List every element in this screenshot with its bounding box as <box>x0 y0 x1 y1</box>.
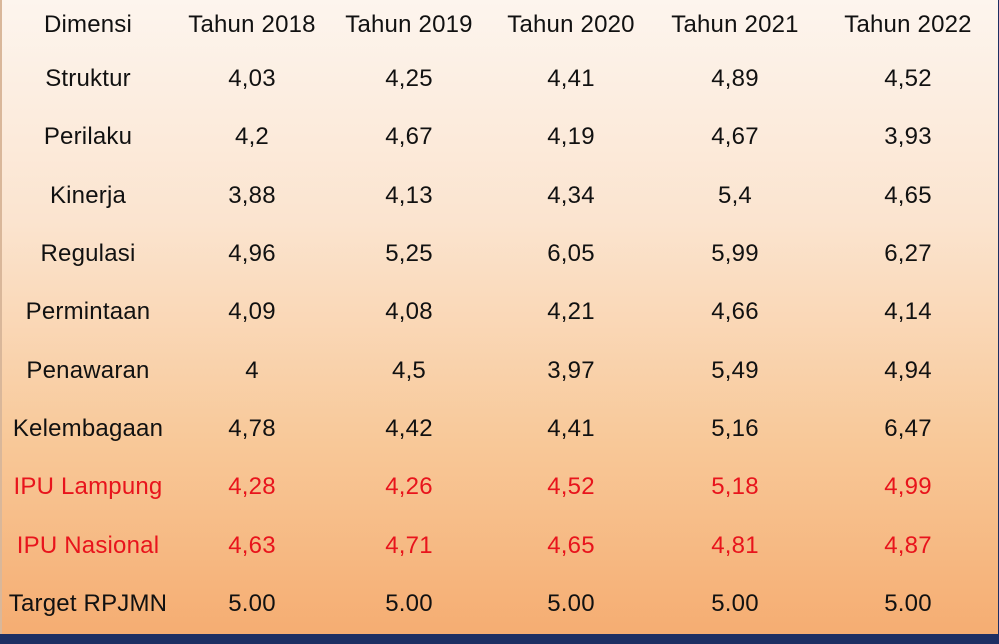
cell-value: 4,96 <box>228 240 276 268</box>
cell-value: 4,41 <box>547 414 595 442</box>
cell-value: 4,87 <box>884 531 932 559</box>
cell-value: 4,99 <box>884 473 932 501</box>
cell-value: 5.00 <box>547 589 595 617</box>
cell-value: 3,97 <box>547 356 595 384</box>
table-row: Perilaku 4,2 4,67 4,19 4,67 3,93 <box>2 108 999 166</box>
header-tahun-2020: Tahun 2020 <box>507 11 635 38</box>
header-row: Dimensi Tahun 2018 Tahun 2019 Tahun 2020… <box>2 0 999 50</box>
cell-value: 4,21 <box>547 298 595 326</box>
row-label: Perilaku <box>43 123 133 151</box>
cell-value: 5,4 <box>718 181 752 209</box>
cell-value: 4,66 <box>711 298 759 326</box>
header-tahun-2022: Tahun 2022 <box>844 11 972 38</box>
row-label: Permintaan <box>25 298 151 326</box>
row-label: Struktur <box>45 65 131 93</box>
row-label: Penawaran <box>26 356 150 384</box>
cell-value: 4,25 <box>385 65 433 93</box>
cell-value: 3,93 <box>884 123 932 151</box>
cell-value: 6,05 <box>547 240 595 268</box>
table-row: Kelembagaan 4,78 4,42 4,41 5,16 6,47 <box>2 400 999 458</box>
table-row: Regulasi 4,96 5,25 6,05 5,99 6,27 <box>2 225 999 283</box>
cell-value: 4,71 <box>385 531 433 559</box>
cell-value: 4,67 <box>711 123 759 151</box>
row-label: Regulasi <box>40 240 136 268</box>
table-row: Penawaran 4 4,5 3,97 5,49 4,94 <box>2 341 999 399</box>
cell-value: 4,52 <box>547 473 595 501</box>
cell-value: 4,19 <box>547 123 595 151</box>
cell-value: 4,42 <box>385 414 433 442</box>
cell-value: 4,03 <box>228 65 276 93</box>
table-row-target-rpjmn: Target RPJMN 5.00 5.00 5.00 5.00 5.00 <box>2 575 999 633</box>
table-row-ipu-lampung: IPU Lampung 4,28 4,26 4,52 5,18 4,99 <box>2 458 999 516</box>
cell-value: 6,47 <box>884 414 932 442</box>
table-row: Permintaan 4,09 4,08 4,21 4,66 4,14 <box>2 283 999 341</box>
cell-value: 4,63 <box>228 531 276 559</box>
cell-value: 4,65 <box>884 181 932 209</box>
cell-value: 4,81 <box>711 531 759 559</box>
header-tahun-2021: Tahun 2021 <box>671 11 799 38</box>
table-row: Struktur 4,03 4,25 4,41 4,89 4,52 <box>2 50 999 108</box>
row-label: Kinerja <box>49 181 127 209</box>
cell-value: 4,14 <box>884 298 932 326</box>
row-label: Kelembagaan <box>12 414 164 442</box>
cell-value: 5.00 <box>884 589 932 617</box>
table-row: Kinerja 3,88 4,13 4,34 5,4 4,65 <box>2 167 999 225</box>
cell-value: 4,94 <box>884 356 932 384</box>
cell-value: 4,67 <box>385 123 433 151</box>
cell-value: 4,26 <box>385 473 433 501</box>
cell-value: 4,08 <box>385 298 433 326</box>
cell-value: 6,27 <box>884 240 932 268</box>
cell-value: 5,99 <box>711 240 759 268</box>
cell-value: 5.00 <box>385 589 433 617</box>
cell-value: 4,41 <box>547 65 595 93</box>
cell-value: 4,28 <box>228 473 276 501</box>
row-label: Target RPJMN <box>8 589 168 617</box>
table-row-ipu-nasional: IPU Nasional 4,63 4,71 4,65 4,81 4,87 <box>2 516 999 574</box>
row-label: IPU Lampung <box>13 473 163 501</box>
cell-value: 4,2 <box>235 123 269 151</box>
cell-value: 5,16 <box>711 414 759 442</box>
cell-value: 4,13 <box>385 181 433 209</box>
header-tahun-2018: Tahun 2018 <box>188 11 316 38</box>
cell-value: 4,89 <box>711 65 759 93</box>
cell-value: 4,78 <box>228 414 276 442</box>
cell-value: 4,65 <box>547 531 595 559</box>
header-tahun-2019: Tahun 2019 <box>345 11 473 38</box>
cell-value: 4 <box>245 356 259 384</box>
cell-value: 5.00 <box>228 589 276 617</box>
header-dimensi: Dimensi <box>43 11 133 38</box>
cell-value: 4,09 <box>228 298 276 326</box>
cell-value: 4,34 <box>547 181 595 209</box>
cell-value: 3,88 <box>228 181 276 209</box>
cell-value: 5,18 <box>711 473 759 501</box>
row-label: IPU Nasional <box>16 531 160 559</box>
cell-value: 5,25 <box>385 240 433 268</box>
cell-value: 4,5 <box>392 356 426 384</box>
cell-value: 5.00 <box>711 589 759 617</box>
cell-value: 4,52 <box>884 65 932 93</box>
cell-value: 5,49 <box>711 356 759 384</box>
